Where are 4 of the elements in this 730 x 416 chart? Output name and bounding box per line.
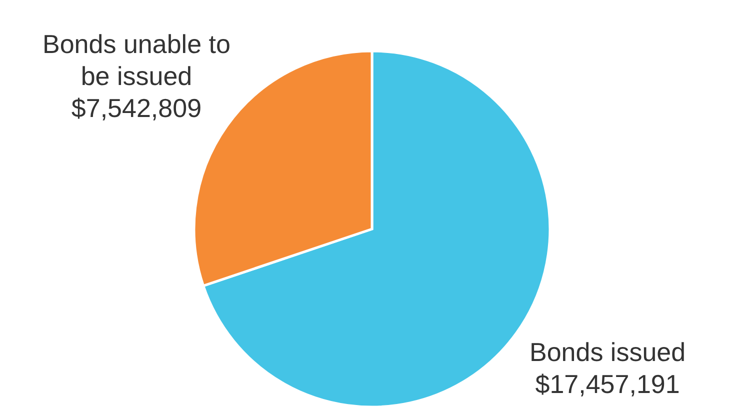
slice-label: Bonds unable to be issued bbox=[42, 29, 230, 92]
slice-label: Bonds issued bbox=[529, 336, 686, 367]
data-label: $7,542,809 bbox=[71, 93, 202, 124]
data-label: $17,457,191 bbox=[535, 368, 680, 399]
